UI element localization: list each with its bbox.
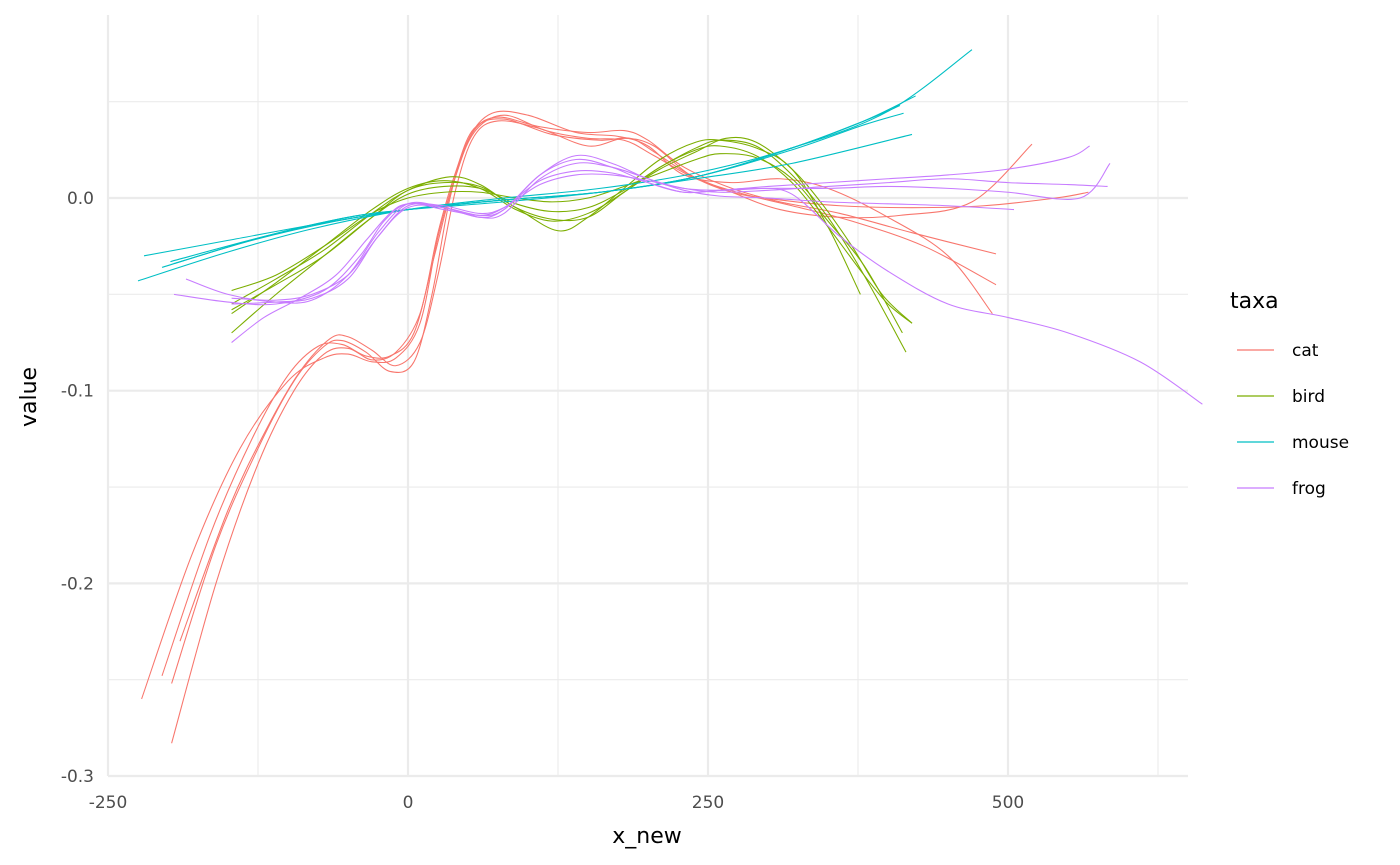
series-line-cat xyxy=(161,114,997,676)
legend-label-cat: cat xyxy=(1292,341,1319,361)
series-line-mouse xyxy=(161,112,904,268)
y-tick-label: 0.0 xyxy=(67,189,94,209)
legend-label-mouse: mouse xyxy=(1292,433,1349,453)
series-line-cat xyxy=(171,118,1033,744)
y-axis-ticks: -0.3 -0.2 -0.1 0.0 xyxy=(61,189,94,787)
series-line-frog xyxy=(173,145,1090,306)
x-tick-label: 250 xyxy=(692,793,724,813)
legend-label-frog: frog xyxy=(1292,479,1326,499)
y-tick-label: -0.1 xyxy=(61,382,94,402)
x-tick-label: -250 xyxy=(89,793,128,813)
series-lines xyxy=(137,49,1203,744)
x-tick-label: 500 xyxy=(992,793,1024,813)
legend: taxa cat bird mouse frog xyxy=(1230,289,1349,499)
series-line-frog xyxy=(231,162,1015,305)
series-line-cat xyxy=(141,116,997,700)
series-line-frog xyxy=(231,154,1108,301)
series-line-mouse xyxy=(137,49,973,282)
series-line-cat xyxy=(179,120,1089,642)
series-line-bird xyxy=(231,145,913,324)
y-axis-title: value xyxy=(17,367,42,427)
y-tick-label: -0.2 xyxy=(61,574,94,594)
series-line-frog xyxy=(231,163,1111,343)
series-line-bird xyxy=(231,153,903,334)
x-axis-ticks: -250 0 250 500 xyxy=(89,793,1025,813)
series-line-mouse xyxy=(170,105,901,263)
x-tick-label: 0 xyxy=(403,793,414,813)
legend-label-bird: bird xyxy=(1292,387,1325,407)
series-line-bird xyxy=(231,139,861,311)
x-axis-title: x_new xyxy=(612,824,682,849)
legend-title: taxa xyxy=(1230,289,1279,314)
y-tick-label: -0.3 xyxy=(61,767,94,787)
series-line-bird xyxy=(231,136,913,324)
grid xyxy=(106,15,1188,778)
